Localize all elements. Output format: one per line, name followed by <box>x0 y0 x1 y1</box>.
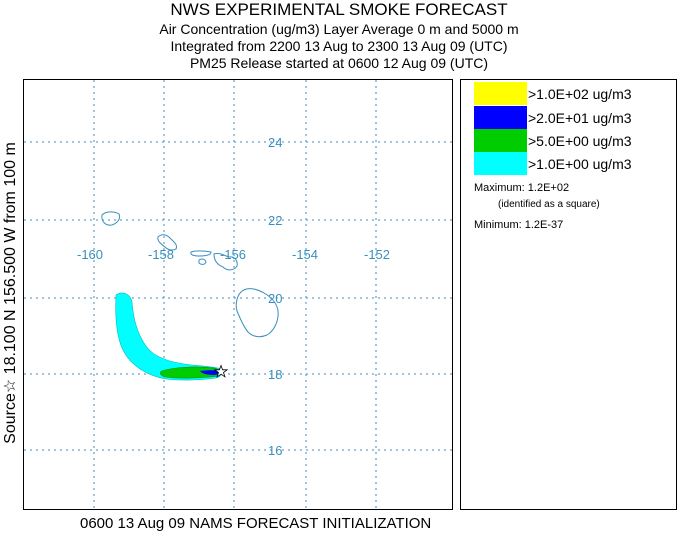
forecast-initialization: 0600 13 Aug 09 NAMS FORECAST INITIALIZAT… <box>80 515 432 532</box>
lon-label-160: -160 <box>77 247 103 262</box>
island-lanai <box>198 258 207 265</box>
legend-label-3: >5.0E+00 ug/m3 <box>528 133 632 149</box>
legend-swatch-3 <box>474 129 527 152</box>
release-start: PM25 Release started at 0600 12 Aug 09 (… <box>189 55 489 71</box>
lon-label-154: -154 <box>292 247 318 262</box>
smoke-plume-high <box>200 370 220 375</box>
legend-swatch-2 <box>474 106 527 129</box>
legend-maximum: Maximum: 1.2E+02 <box>474 182 570 194</box>
lat-label-22: 22 <box>268 213 282 228</box>
island-niihau-kauai <box>101 211 121 226</box>
legend-panel: >1.0E+02 ug/m3 >2.0E+01 ug/m3 >5.0E+00 u… <box>460 79 677 510</box>
island-molokai <box>190 250 212 257</box>
lat-label-18: 18 <box>268 367 282 382</box>
lat-label-24: 24 <box>268 135 282 150</box>
lon-label-158: -158 <box>148 247 174 262</box>
legend-minimum: Minimum: 1.2E-37 <box>474 219 564 231</box>
legend-swatch-1 <box>474 82 527 105</box>
legend-label-1: >1.0E+02 ug/m3 <box>528 86 632 102</box>
map-panel: 24 22 20 18 16 -160 -158 -156 -154 -152 <box>23 79 454 511</box>
island-maui <box>213 252 238 271</box>
legend-swatch-4 <box>474 152 527 175</box>
lon-label-152: -152 <box>364 247 390 262</box>
lon-label-156: -156 <box>220 247 246 262</box>
island-oahu <box>157 234 177 251</box>
source-star-icon <box>213 364 229 378</box>
lat-label-16: 16 <box>268 443 282 458</box>
lat-label-20: 20 <box>268 291 282 306</box>
legend-maximum-note: (identified as a square) <box>498 199 600 210</box>
island-hawaii <box>235 288 279 338</box>
forecast-title: NWS EXPERIMENTAL SMOKE FORECAST <box>170 0 508 19</box>
legend-label-4: >1.0E+00 ug/m3 <box>528 156 632 172</box>
map-canvas: 24 22 20 18 16 -160 -158 -156 -154 -152 <box>24 80 454 511</box>
legend-label-2: >2.0E+01 ug/m3 <box>528 110 632 126</box>
concentration-subtitle: Air Concentration (ug/m3) Layer Average … <box>159 21 519 37</box>
integration-period: Integrated from 2200 13 Aug to 2300 13 A… <box>170 38 508 54</box>
source-location-label: Source☆ 18.100 N 156.500 W from 100 m <box>2 142 19 444</box>
coastlines <box>101 211 279 338</box>
